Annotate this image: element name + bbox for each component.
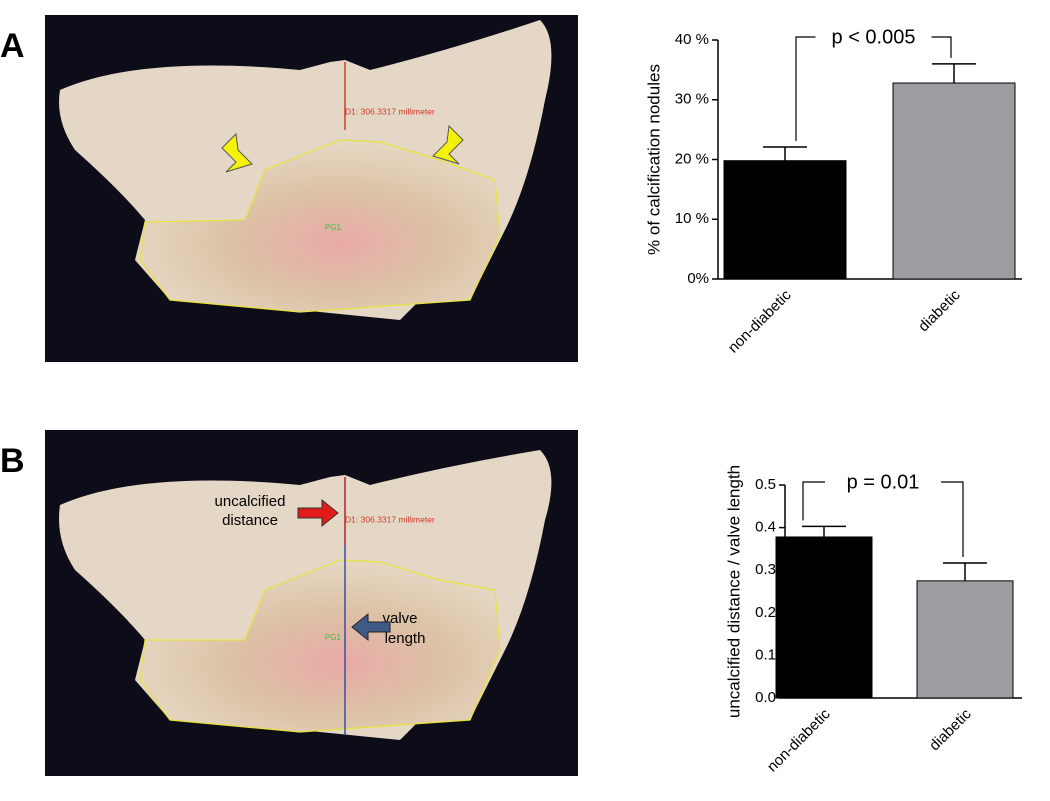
y-tick-label: 0.5 <box>755 476 776 493</box>
y-axis-label: % of calcification nodules <box>644 64 663 255</box>
annotation-bg <box>815 25 932 49</box>
x-tick-label: non-diabetic <box>725 286 795 356</box>
photo-a: D1: 306.3317 millimeter PG1 <box>45 15 578 362</box>
region-label: PG1 <box>325 223 342 232</box>
x-tick-label: diabetic <box>915 286 964 335</box>
annotation: p < 0.005 <box>832 26 916 48</box>
y-tick-label: 0.3 <box>755 561 776 578</box>
arrow <box>297 498 339 528</box>
x-tick-label: diabetic <box>926 705 975 754</box>
y-tick-label: 30 % <box>675 91 709 108</box>
annotation: valve <box>382 610 417 627</box>
photo-b: D1: 306.3317 millimeter PG1 uncalcified … <box>45 430 578 776</box>
y-tick-label: 40 % <box>675 31 709 48</box>
y-tick-label: 0.2 <box>755 604 776 621</box>
bar <box>916 580 1014 699</box>
y-tick-label: 0.1 <box>755 646 776 663</box>
panel-label: B <box>0 442 25 480</box>
arrow <box>351 612 391 642</box>
bar <box>775 536 873 699</box>
y-tick-label: 0% <box>687 270 709 287</box>
calcified-region <box>139 139 501 313</box>
y-tick-label: 0.0 <box>755 689 776 706</box>
y-axis-label: uncalcified distance / valve length <box>724 465 743 718</box>
calcified-region <box>139 559 501 733</box>
annotation: p = 0.01 <box>847 471 920 493</box>
y-tick-label: 10 % <box>675 210 709 227</box>
y-tick-label: 0.4 <box>755 519 776 536</box>
measure-label: D1: 306.3317 millimeter <box>345 106 435 116</box>
annotation: length <box>385 630 426 647</box>
bar <box>723 160 847 280</box>
y-tick-label: 20 % <box>675 150 709 167</box>
x-tick-label: non-diabetic <box>764 705 834 775</box>
arrow <box>221 132 253 173</box>
measure-label: D1: 306.3317 millimeter <box>345 514 435 524</box>
annotation: distance <box>222 512 278 529</box>
region-label: PG1 <box>325 633 342 642</box>
annotation-bg <box>825 470 941 494</box>
panel-label: A <box>0 27 25 65</box>
bar <box>892 82 1016 280</box>
annotation: uncalcified <box>215 493 286 510</box>
arrow <box>432 124 464 165</box>
